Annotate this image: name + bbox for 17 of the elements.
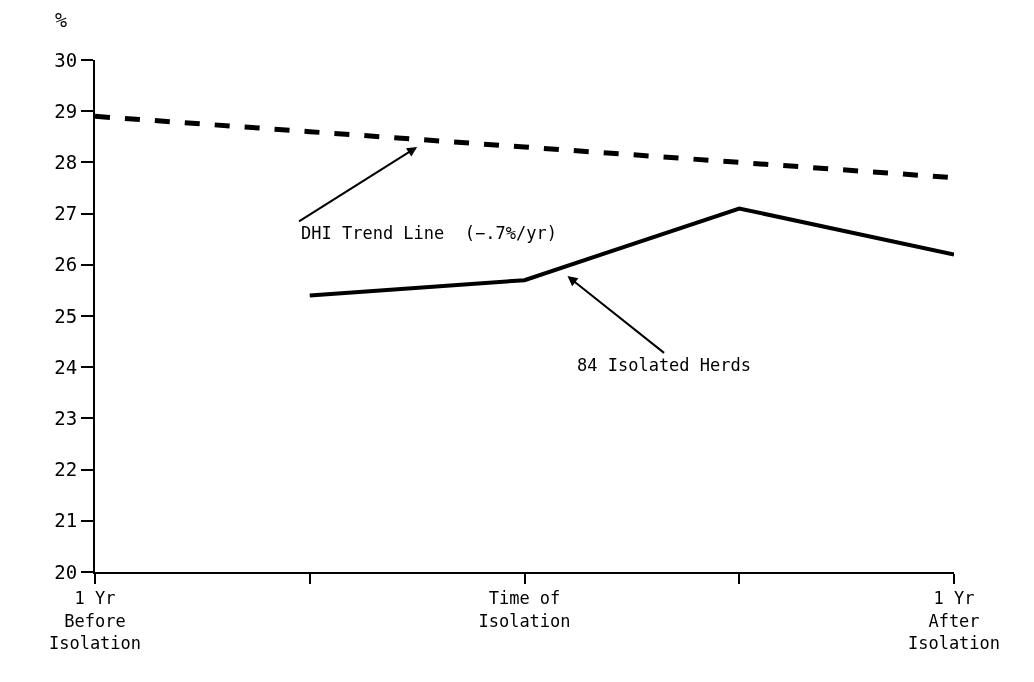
x-tick-label: 1 Yr After Isolation bbox=[907, 588, 1001, 653]
y-tick-label: 20 bbox=[54, 560, 78, 583]
annotation: 84 Isolated Herds bbox=[577, 355, 751, 375]
y-tick-label: 27 bbox=[54, 202, 78, 225]
x-tick-label: Time of Isolation bbox=[478, 588, 571, 631]
y-tick-label: 22 bbox=[54, 458, 78, 481]
y-tick-label: 25 bbox=[54, 304, 78, 327]
y-tick-label: 24 bbox=[54, 355, 78, 378]
y-tick-label: 30 bbox=[54, 48, 78, 71]
y-tick-label: 23 bbox=[54, 407, 78, 430]
y-tick-label: 29 bbox=[54, 99, 78, 122]
y-tick-label: 28 bbox=[54, 151, 78, 174]
y-axis-title: % bbox=[55, 8, 68, 32]
y-tick-label: 26 bbox=[54, 253, 78, 276]
x-tick-label: 1 Yr Before Isolation bbox=[48, 588, 142, 653]
annotation: DHI Trend Line (−.7%/yr) bbox=[301, 223, 557, 243]
y-tick-label: 21 bbox=[54, 509, 78, 532]
